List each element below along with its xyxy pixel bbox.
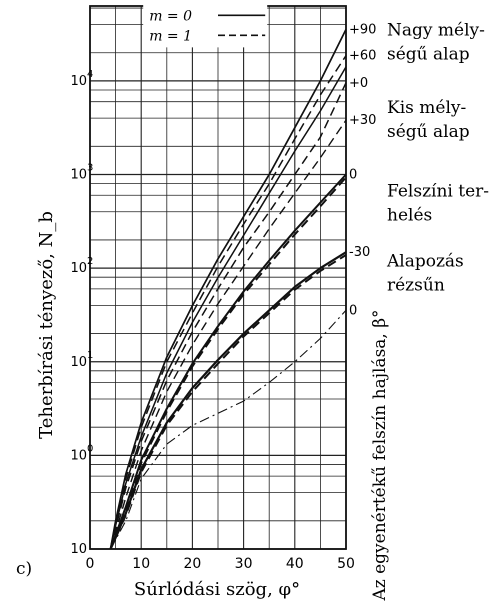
series-line (109, 251, 347, 550)
y-tick-exponent: 4 (87, 69, 93, 80)
legend-background (143, 3, 268, 48)
x-tick-label: 50 (337, 556, 355, 572)
group-label: Alapozás (386, 252, 464, 272)
series-line (109, 173, 347, 550)
series-line (109, 29, 347, 550)
beta-label: +60 (349, 49, 376, 64)
y-tick-label: 10 (70, 168, 87, 183)
series-line (109, 119, 347, 550)
x-tick-label: 30 (235, 556, 253, 572)
group-label: ségű alap (387, 44, 470, 64)
x-axis-label: Súrlódási szög, φ° (134, 579, 300, 600)
series-line (109, 176, 347, 550)
y-tick-label: 10 (70, 261, 87, 276)
y-tick-label: 10 (70, 355, 87, 370)
panel-label: c) (16, 559, 32, 579)
group-label: ségű alap (387, 122, 470, 142)
right-labels: +90 +60 +0 +30 0 -30 0 Nagy mély-ségű alap Kis m… (349, 20, 489, 318)
y-tick-label: 10 (70, 74, 87, 89)
x-tick-label: 40 (286, 556, 304, 572)
x-tick-label: 10 (132, 556, 150, 572)
y-tick-exponent: 0 (87, 443, 93, 454)
group-label: Nagy mély- (387, 20, 485, 40)
group-label: Felszíni ter- (387, 181, 489, 201)
x-tick-label: 20 (183, 556, 201, 572)
y-tick-exponent: 2 (87, 256, 93, 267)
beta-label: +30 (349, 113, 376, 128)
beta-label: +90 (349, 22, 376, 37)
series-line (109, 66, 347, 550)
beta-label: +0 (349, 76, 368, 91)
beta-label: -30 (349, 245, 370, 260)
beta-label: 0 (349, 168, 357, 183)
legend-label: m = 1 (149, 28, 192, 44)
y-tick-label: 10 (70, 542, 87, 557)
group-label: Kis mély- (387, 98, 466, 118)
right-axis-label: Az egyenértékű felszín hajlása, β° (370, 309, 390, 601)
legend-label: m = 0 (149, 8, 192, 24)
y-tick-exponent: 1 (87, 350, 93, 361)
beta-label: 0 (349, 303, 357, 318)
series-line (110, 309, 347, 550)
y-tick-label: 10 (70, 448, 87, 463)
y-tick-exponent: 3 (87, 163, 93, 174)
series-line (109, 254, 347, 550)
y-axis-label: Teherbírási tényező, N_b (36, 211, 57, 439)
group-label: rézsűn (387, 276, 445, 296)
group-label: helés (387, 205, 432, 225)
series-line (109, 82, 347, 550)
x-tick-label: 0 (86, 556, 95, 572)
legend: m = 0 m = 1 (143, 3, 268, 48)
curves (109, 29, 347, 550)
series-line (109, 55, 347, 550)
